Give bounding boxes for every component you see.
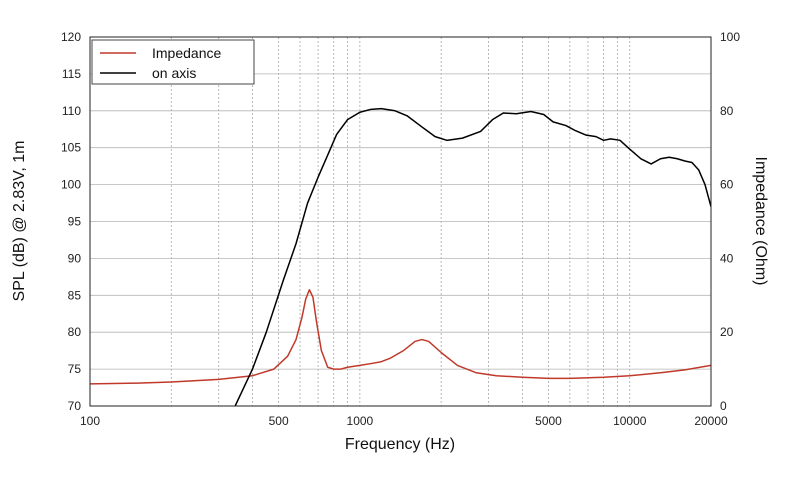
legend-label-on-axis: on axis (152, 65, 196, 81)
right-tick-label: 40 (720, 251, 734, 265)
right-axis-title: Impedance (Ohm) (752, 157, 769, 286)
x-tick-label: 10000 (613, 414, 647, 428)
left-tick-label: 90 (68, 251, 82, 265)
legend: Impedance on axis (91, 39, 255, 85)
x-tick-label: 1000 (347, 414, 374, 428)
x-tick-label: 20000 (694, 414, 728, 428)
plot-frame (89, 36, 712, 407)
left-tick-label: 85 (68, 288, 82, 302)
left-tick-label: 75 (68, 362, 82, 376)
series-line-impedance (90, 289, 711, 385)
left-tick-label: 100 (61, 178, 81, 192)
x-tick-label: 5000 (535, 414, 562, 428)
right-tick-label: 100 (720, 30, 740, 44)
right-tick-label: 0 (720, 399, 727, 413)
tick-labels: 100 500 1000 5000 10000 200007075808590951001… (61, 30, 740, 428)
x-axis-title: Frequency (Hz) (345, 436, 455, 453)
legend-box (91, 39, 255, 85)
legend-label-impedance: Impedance (152, 45, 221, 61)
left-tick-label: 70 (68, 399, 82, 413)
left-axis-title: SPL (dB) @ 2.83V, 1m (11, 141, 28, 302)
x-tick-label: 100 (80, 414, 100, 428)
grid-lines (90, 37, 711, 406)
left-tick-label: 95 (68, 215, 82, 229)
series-lines (90, 107, 711, 406)
right-tick-label: 80 (720, 104, 734, 118)
series-line-on-axis (234, 107, 711, 406)
left-tick-label: 115 (62, 67, 81, 81)
left-tick-label: 105 (61, 141, 81, 155)
right-tick-label: 20 (720, 325, 734, 339)
left-tick-label: 80 (68, 325, 82, 339)
left-tick-label: 110 (62, 104, 81, 118)
x-tick-label: 500 (269, 414, 289, 428)
left-tick-label: 120 (61, 30, 81, 44)
right-tick-label: 60 (720, 178, 734, 192)
